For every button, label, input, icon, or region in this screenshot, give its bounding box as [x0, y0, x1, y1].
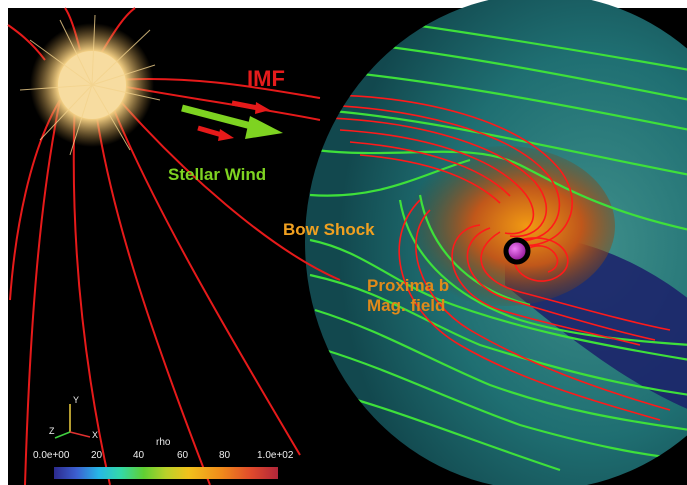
- colorbar-tick: 80: [219, 450, 231, 461]
- colorbar-tick: 20: [91, 450, 103, 461]
- axes-triad: [54, 404, 91, 439]
- axis-z-label: Z: [49, 426, 55, 436]
- planet-label-line2: Mag. field: [367, 296, 446, 315]
- stellar-wind-arrow: [181, 104, 283, 139]
- colorbar-tick: 40: [133, 450, 145, 461]
- stellar-wind-label: Stellar Wind: [168, 165, 267, 184]
- interplanetary-field-lines: [7, 7, 341, 485]
- colorbar-title: rho: [156, 437, 171, 448]
- axis-x-label: X: [92, 430, 99, 440]
- planet-proxima-b: [503, 237, 531, 265]
- simulation-domain: [305, 0, 687, 485]
- bow-shock-label: Bow Shock: [283, 220, 375, 239]
- colorbar-tick: 1.0e+02: [257, 450, 294, 461]
- imf-label: IMF: [247, 66, 285, 91]
- colorbar: [54, 467, 278, 479]
- imf-arrow-1: [231, 100, 270, 114]
- red-field-lines: [319, 94, 671, 421]
- axis-y-label: Y: [73, 395, 80, 405]
- colorbar-tick: 60: [177, 450, 189, 461]
- planet-label-line1: Proxima b: [367, 276, 450, 295]
- star: [19, 14, 161, 156]
- imf-arrow-2: [197, 125, 234, 141]
- colorbar-tick: 0.0e+00: [33, 450, 70, 461]
- planet-label: Proxima b Mag. field: [367, 276, 449, 316]
